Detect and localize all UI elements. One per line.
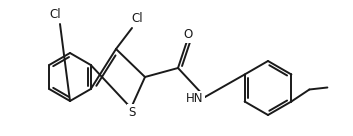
Text: S: S [128,106,136,118]
Text: O: O [183,29,193,41]
Text: Cl: Cl [49,8,61,21]
Text: HN: HN [185,92,203,106]
Text: Cl: Cl [131,13,143,26]
